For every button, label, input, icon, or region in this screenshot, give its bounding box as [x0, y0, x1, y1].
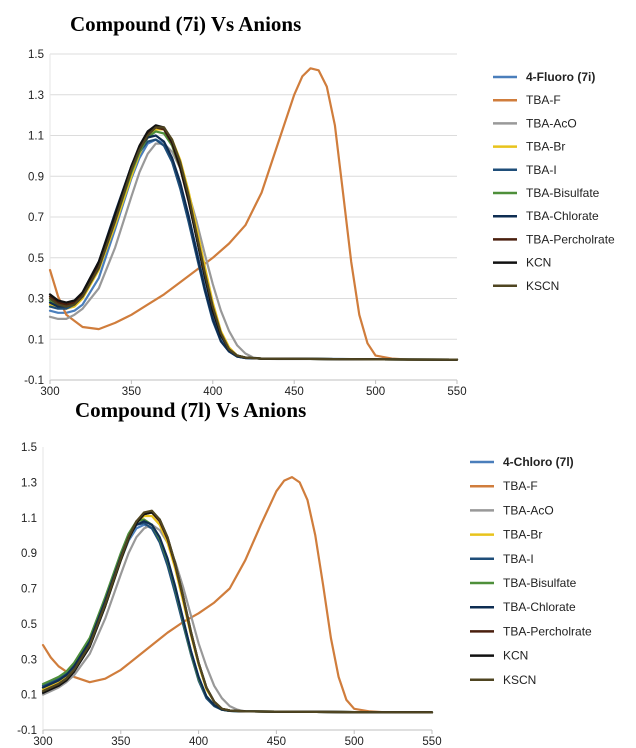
y-tick-label: 1.3: [28, 90, 44, 102]
y-tick-label: 0.3: [28, 294, 44, 306]
legend-label: TBA-Percholrate: [526, 232, 615, 246]
y-tick-label: 0.5: [28, 253, 44, 265]
legend-label: KSCN: [503, 673, 536, 687]
y-axis-ticks: 1.5 1.3 1.1 0.9 0.7 0.5 0.3 0.1 -0.1: [17, 442, 37, 737]
legend-label: 4-Fluoro (7i): [526, 70, 595, 84]
legend-label: KCN: [526, 256, 551, 270]
series-line-tba-i: [48, 138, 459, 361]
legend-label: KCN: [503, 649, 528, 663]
legend-label: TBA-AcO: [503, 503, 554, 517]
series-line-4-fluoro-7i: [48, 138, 459, 361]
y-tick-label: 0.5: [21, 619, 37, 631]
chart-7i: Compound (7i) Vs Anions 1.5 1.3 1.1 0.9 0.7 0…: [24, 12, 615, 398]
legend-label: TBA-Bisulfate: [526, 186, 600, 200]
series-line-kscn: [41, 509, 434, 714]
legend-label: TBA-Bisulfate: [503, 576, 577, 590]
series-line-tba-chlorate: [48, 134, 459, 361]
chart-legend: 4-Fluoro (7i) TBA-F TBA-AcO TBA-Br TBA-I TBA-…: [493, 70, 615, 293]
x-tick-label: 550: [447, 386, 466, 398]
y-tick-label: -0.1: [17, 725, 37, 737]
x-tick-label: 350: [122, 386, 141, 398]
chart-legend: 4-Chloro (7l) TBA-F TBA-AcO TBA-Br TBA-I TBA-…: [470, 455, 592, 687]
x-tick-label: 450: [285, 386, 304, 398]
legend-label: TBA-I: [503, 552, 534, 566]
legend-label: KSCN: [526, 279, 559, 293]
y-tick-label: 0.1: [28, 334, 44, 346]
y-tick-label: 0.7: [21, 584, 37, 596]
x-tick-label: 400: [189, 736, 208, 748]
y-tick-label: -0.1: [24, 375, 44, 387]
chart-title: Compound (7l) Vs Anions: [75, 398, 306, 422]
y-tick-label: 1.5: [28, 49, 44, 61]
series-line-kscn: [48, 126, 459, 361]
x-tick-label: 450: [267, 736, 286, 748]
legend-label: TBA-Br: [503, 528, 542, 542]
chart-series: [48, 67, 459, 361]
x-tick-label: 350: [111, 736, 130, 748]
legend-label: TBA-Percholrate: [503, 624, 592, 638]
x-tick-label: 550: [422, 736, 441, 748]
chart-7l: Compound (7l) Vs Anions 1.5 1.3 1.1 0.9 0.7 0…: [17, 398, 592, 748]
y-tick-label: 0.9: [28, 171, 44, 183]
x-axis-ticks: 300 350 400 450 500 550: [33, 730, 442, 748]
y-tick-label: 0.3: [21, 654, 37, 666]
y-tick-label: 0.9: [21, 548, 37, 560]
x-tick-label: 300: [40, 386, 59, 398]
y-tick-label: 1.1: [28, 131, 44, 143]
legend-label: TBA-F: [503, 479, 538, 493]
x-tick-label: 300: [33, 736, 52, 748]
legend-label: TBA-F: [526, 93, 561, 107]
y-tick-label: 1.1: [21, 513, 37, 525]
y-tick-label: 1.5: [21, 442, 37, 454]
legend-label: TBA-Chlorate: [503, 600, 576, 614]
legend-label: TBA-Chlorate: [526, 209, 599, 223]
legend-label: TBA-AcO: [526, 116, 577, 130]
y-tick-label: 0.7: [28, 212, 44, 224]
x-tick-label: 500: [366, 386, 385, 398]
legend-label: TBA-Br: [526, 140, 565, 154]
legend-label: TBA-I: [526, 163, 557, 177]
chart-grid: [49, 53, 457, 381]
chart-series: [41, 476, 434, 714]
x-axis-ticks: 300 350 400 450 500 550: [40, 380, 467, 398]
series-line-tba-f: [48, 67, 459, 361]
series-line-tba-f: [41, 476, 434, 714]
legend-label: 4-Chloro (7l): [503, 455, 574, 469]
y-tick-label: 0.1: [21, 690, 37, 702]
y-axis-ticks: 1.5 1.3 1.1 0.9 0.7 0.5 0.3 0.1 -0.1: [24, 49, 44, 387]
x-tick-label: 400: [203, 386, 222, 398]
chart-title: Compound (7i) Vs Anions: [70, 12, 301, 36]
chart-grid: [42, 447, 432, 731]
y-tick-label: 1.3: [21, 477, 37, 489]
x-tick-label: 500: [345, 736, 364, 748]
